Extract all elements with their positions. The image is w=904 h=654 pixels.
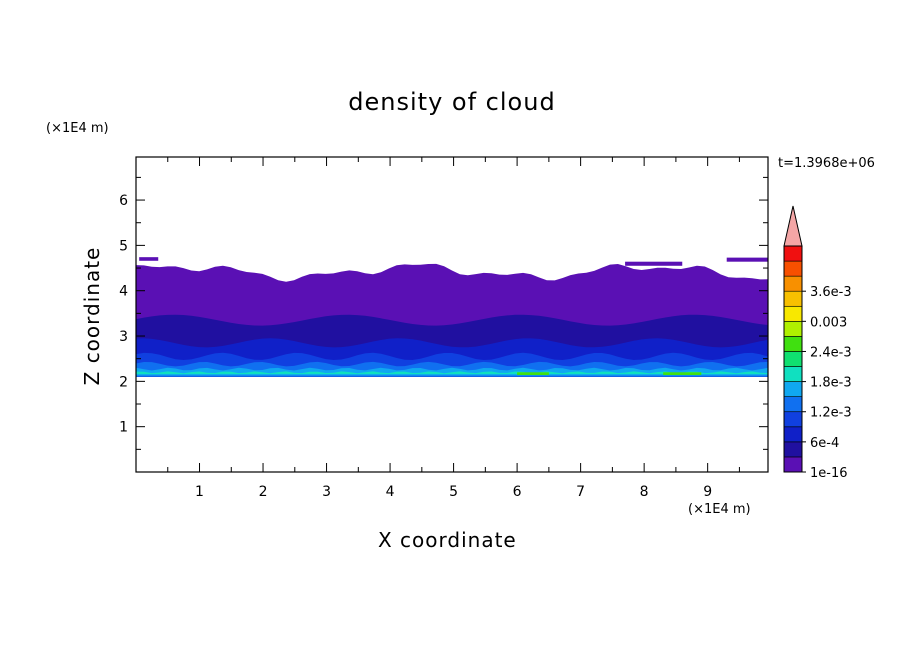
x-tick-label: 9 (703, 484, 712, 500)
cloud-hotspot (663, 372, 702, 376)
y-tick-label: 1 (119, 420, 128, 436)
colorbar-bin (783, 275, 803, 292)
colorbar-label: 1.8e-3 (810, 376, 852, 391)
y-tick-label: 4 (119, 284, 128, 300)
y-tick-label: 6 (119, 193, 128, 209)
axis-ticks: 1 2 3 4 5 6 7 8 9 1 2 3 4 5 6 (119, 157, 768, 500)
colorbar-label: 1e-16 (810, 466, 848, 481)
colorbar-label: 2.4e-3 (810, 345, 852, 360)
colorbar-label: 1.2e-3 (810, 406, 852, 421)
x-tick-label: 1 (195, 484, 204, 500)
x-tick-label: 8 (640, 484, 649, 500)
colorbar-extend-arrow (783, 205, 803, 247)
colorbar: 1e-16 6e-4 1.2e-3 1.8e-3 2.4e-3 0.003 3.6e-3 (783, 205, 852, 481)
cloud-patch (625, 261, 683, 266)
y-tick-label: 2 (119, 374, 128, 390)
cloud-density-field (136, 257, 768, 377)
x-tick-label: 5 (449, 484, 458, 500)
x-tick-label: 7 (576, 484, 585, 500)
colorbar-bin (783, 245, 803, 262)
cloud-hotspot (517, 372, 549, 376)
colorbar-label: 0.003 (810, 315, 847, 330)
x-tick-label: 6 (513, 484, 522, 500)
colorbar-bin (783, 321, 803, 337)
colorbar-bin (783, 260, 803, 277)
x-axis-unit: (×1E4 m) (688, 502, 751, 517)
cloud-layer-peak (136, 371, 768, 375)
cloud-patch (139, 257, 159, 261)
time-label: t=1.3968e+06 (778, 156, 875, 171)
colorbar-bin (783, 336, 803, 352)
colorbar-bin (783, 305, 803, 322)
colorbar-bin (783, 426, 803, 443)
x-tick-label: 4 (386, 484, 395, 500)
colorbar-bin (783, 456, 803, 473)
y-tick-label: 3 (119, 329, 128, 345)
y-axis-unit: (×1E4 m) (46, 121, 109, 136)
colorbar-label: 6e-4 (810, 436, 839, 451)
chart-title: density of cloud (348, 88, 556, 116)
colorbar-bin (783, 441, 803, 458)
x-tick-label: 3 (322, 484, 331, 500)
x-tick-label: 2 (259, 484, 268, 500)
cloud-patch (726, 257, 768, 262)
colorbar-frame (783, 245, 803, 473)
colorbar-bin (783, 381, 803, 397)
x-axis-label: X coordinate (378, 528, 517, 552)
plot-frame (135, 156, 769, 473)
colorbar-bin (783, 290, 803, 307)
colorbar-label: 3.6e-3 (810, 285, 852, 300)
colorbar-bin (783, 351, 803, 367)
colorbar-bin (783, 396, 803, 413)
colorbar-bin (783, 411, 803, 428)
colorbar-bin (783, 366, 803, 382)
y-tick-label: 5 (119, 238, 128, 254)
